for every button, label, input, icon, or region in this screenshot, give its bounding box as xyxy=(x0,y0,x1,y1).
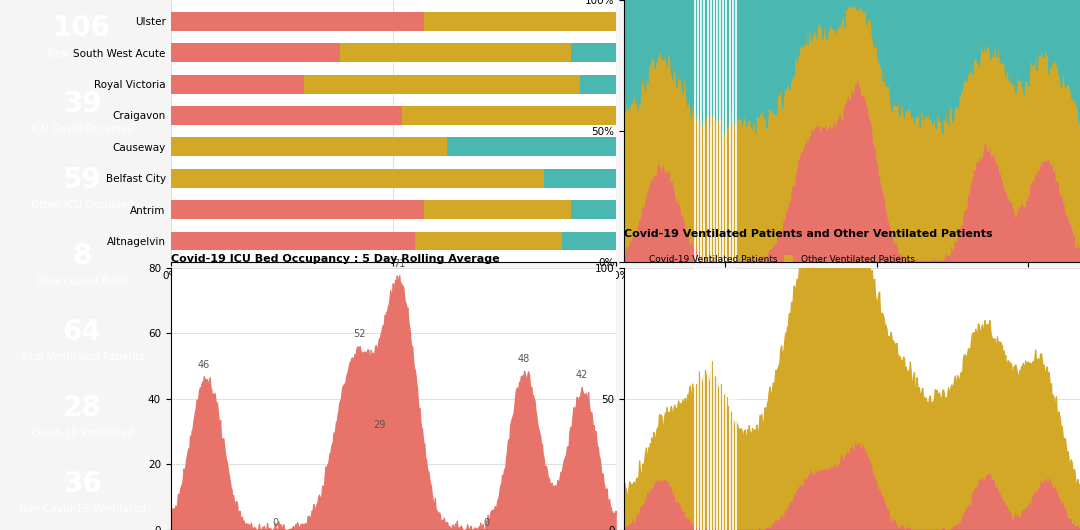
Text: Covid-19 Ventilated: Covid-19 Ventilated xyxy=(30,428,134,438)
Bar xyxy=(305,75,580,93)
Bar xyxy=(580,75,616,93)
Bar xyxy=(171,43,340,62)
Bar xyxy=(171,200,424,219)
Text: 42: 42 xyxy=(576,370,588,381)
Bar xyxy=(402,106,616,125)
Text: Covid-19 ICU Bed Occupancy : 5 Day Rolling Average: Covid-19 ICU Bed Occupancy : 5 Day Rolli… xyxy=(171,254,499,264)
Bar xyxy=(446,137,616,156)
Bar xyxy=(340,43,571,62)
Bar xyxy=(571,200,616,219)
Text: 29: 29 xyxy=(374,420,386,430)
Bar xyxy=(544,169,616,188)
Text: Other ICU Occupied: Other ICU Occupied xyxy=(30,200,134,210)
Legend: Covid-19 Ventilated Patients, Other Ventilated Patients: Covid-19 Ventilated Patients, Other Vent… xyxy=(629,251,918,268)
Bar xyxy=(571,43,616,62)
Text: Total Ventilated Patients: Total Ventilated Patients xyxy=(19,352,145,363)
Text: Total ICU Beds: Total ICU Beds xyxy=(45,49,119,58)
Text: 8: 8 xyxy=(72,242,92,270)
Text: 28: 28 xyxy=(63,394,102,422)
Text: 46: 46 xyxy=(198,360,210,370)
Text: 71: 71 xyxy=(393,259,405,269)
Text: 64: 64 xyxy=(63,318,102,346)
Text: 0: 0 xyxy=(272,518,279,528)
Bar xyxy=(424,200,571,219)
Text: 39: 39 xyxy=(63,90,102,118)
Text: 0: 0 xyxy=(484,518,489,528)
Bar xyxy=(416,232,563,251)
Text: 106: 106 xyxy=(53,14,111,42)
Bar xyxy=(171,137,446,156)
Text: 48: 48 xyxy=(518,355,530,364)
Text: Unoccupied Beds: Unoccupied Beds xyxy=(37,276,127,286)
Text: Non Covid-19 Ventilated: Non Covid-19 Ventilated xyxy=(18,504,146,514)
Text: 36: 36 xyxy=(63,470,102,498)
Text: 52: 52 xyxy=(353,329,366,339)
Bar xyxy=(171,169,544,188)
Bar xyxy=(171,12,424,31)
Bar xyxy=(171,75,305,93)
Bar xyxy=(563,232,616,251)
Text: ICU Covid Occupied: ICU Covid Occupied xyxy=(30,125,134,135)
Bar xyxy=(424,12,616,31)
Bar xyxy=(171,106,402,125)
Bar xyxy=(171,232,416,251)
Text: 59: 59 xyxy=(63,166,102,194)
Text: Covid-19 Ventilated Patients and Other Ventilated Patients: Covid-19 Ventilated Patients and Other V… xyxy=(624,229,993,239)
